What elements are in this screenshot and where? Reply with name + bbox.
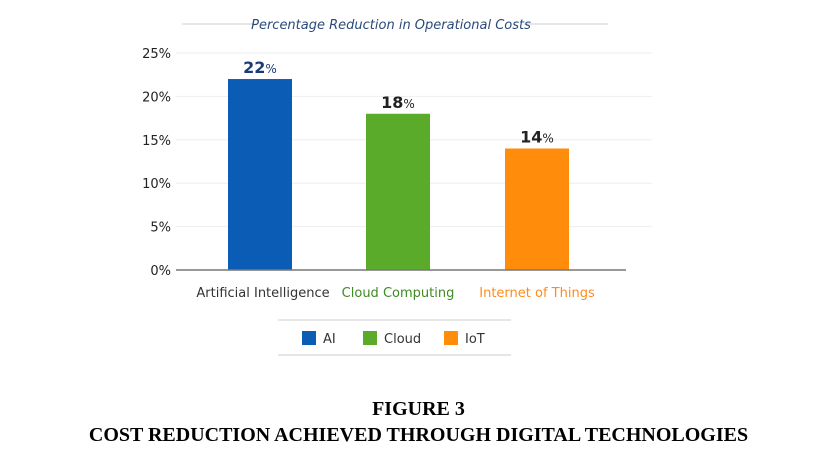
bar-2 [366, 113, 430, 270]
legend-swatch-iot [444, 331, 458, 345]
data-label: 14% [520, 127, 554, 146]
bar-3 [505, 148, 569, 270]
x-category-label: Cloud Computing [342, 286, 455, 301]
legend-swatch-cloud [363, 331, 377, 345]
legend-label: Cloud [384, 332, 421, 347]
y-tick-label: 5% [150, 221, 171, 236]
y-tick-label: 15% [142, 134, 171, 149]
bar-chart: Percentage Reduction in Operational Cost… [142, 18, 652, 356]
figure-caption: COST REDUCTION ACHIEVED THROUGH DIGITAL … [88, 424, 749, 446]
y-tick-label: 10% [142, 177, 171, 192]
x-category-label: Internet of Things [479, 286, 595, 301]
legend-swatch-ai [302, 331, 316, 345]
y-tick-label: 25% [142, 47, 171, 62]
legend-label: IoT [465, 332, 485, 347]
data-label: 22% [243, 58, 277, 77]
y-tick-label: 0% [150, 264, 171, 279]
legend-label: AI [323, 332, 336, 347]
x-category-label: Artificial Intelligence [196, 286, 329, 301]
chart-title: Percentage Reduction in Operational Cost… [251, 18, 531, 33]
y-tick-label: 20% [142, 90, 171, 105]
figure-number: FIGURE 3 [372, 398, 465, 420]
bar-1 [228, 79, 292, 270]
data-label: 18% [381, 93, 415, 112]
